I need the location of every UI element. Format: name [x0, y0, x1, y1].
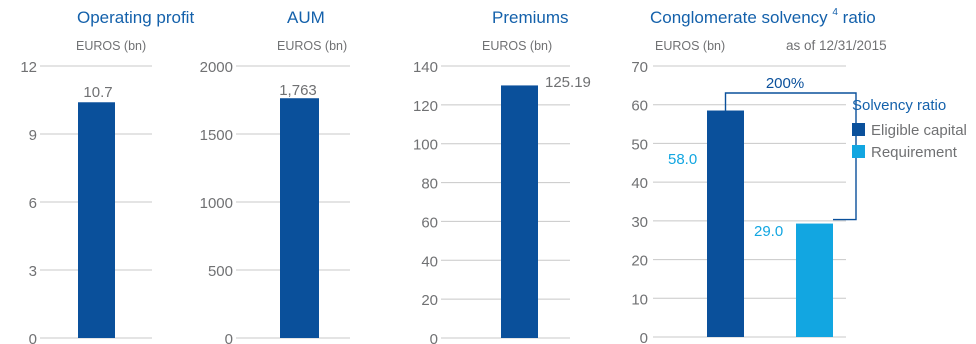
legend-swatch	[852, 123, 865, 136]
chart-title: Conglomerate solvency 4 ratio	[650, 7, 876, 27]
y-tick-label: 6	[29, 195, 37, 212]
y-tick-label: 1000	[200, 195, 233, 212]
chart-panel-2: AUM EUROS (bn) 0 500 1000 1500 2000 1,763	[200, 8, 350, 344]
chart-panel-3: Premiums EUROS (bn) 0 20 40 60 80 100 120 140 125.…	[413, 8, 591, 344]
y-tick-label: 70	[631, 59, 648, 76]
y-tick-label: 0	[640, 330, 648, 344]
y-tick-label: 80	[421, 176, 438, 193]
chart-title: AUM	[287, 8, 325, 27]
bar-eligible-capital	[707, 110, 744, 338]
y-tick-label: 50	[631, 136, 648, 153]
y-tick-label: 140	[413, 59, 438, 76]
y-tick-label: 3	[29, 263, 37, 280]
y-tick-label: 1500	[200, 127, 233, 144]
legend-label: Requirement	[871, 144, 958, 161]
ratio-annotation: 200%	[766, 75, 804, 92]
data-label: 58.0	[668, 151, 697, 168]
unit-label: EUROS (bn)	[655, 39, 725, 53]
y-tick-label: 60	[631, 98, 648, 115]
y-tick-label: 2000	[200, 59, 233, 76]
y-tick-label: 30	[631, 214, 648, 231]
y-tick-label: 100	[413, 137, 438, 154]
legend-title: Solvency ratio	[852, 97, 946, 114]
chart-subtitle: as of 12/31/2015	[786, 38, 887, 53]
y-tick-label: 500	[208, 263, 233, 280]
chart-title: Operating profit	[77, 8, 194, 27]
data-label: 1,763	[279, 82, 317, 99]
y-tick-label: 0	[225, 331, 233, 344]
unit-label: EUROS (bn)	[277, 39, 347, 53]
footnote-marker: 4	[832, 7, 838, 18]
chart-title: Premiums	[492, 8, 569, 27]
unit-label: EUROS (bn)	[482, 39, 552, 53]
unit-label: EUROS (bn)	[76, 39, 146, 53]
y-tick-label: 40	[631, 175, 648, 192]
bar-value	[280, 98, 319, 339]
y-tick-label: 40	[421, 253, 438, 270]
chart-panel-1: Operating profit EUROS (bn) 0 3 6 9 12 10.7	[20, 8, 194, 344]
y-tick-label: 0	[29, 331, 37, 344]
y-tick-label: 0	[430, 331, 438, 344]
y-tick-label: 9	[29, 127, 37, 144]
bar-value	[78, 102, 115, 339]
legend: Solvency ratio Eligible capital Requiremen…	[852, 97, 967, 161]
y-tick-label: 12	[20, 59, 37, 76]
data-label: 125.19	[545, 74, 591, 91]
y-tick-label: 60	[421, 214, 438, 231]
y-tick-label: 20	[631, 253, 648, 270]
bar-value	[501, 85, 538, 338]
ratio-bracket	[724, 92, 857, 221]
y-tick-label: 120	[413, 98, 438, 115]
y-tick-label: 20	[421, 292, 438, 309]
chart-panel-4: Conglomerate solvency 4 ratio EUROS (bn) a…	[631, 7, 967, 344]
data-label: 29.0	[754, 223, 783, 240]
bar-requirement	[796, 223, 833, 337]
y-tick-label: 10	[631, 291, 648, 308]
data-label: 10.7	[83, 84, 112, 101]
legend-swatch	[852, 145, 865, 158]
legend-label: Eligible capital	[871, 122, 967, 139]
